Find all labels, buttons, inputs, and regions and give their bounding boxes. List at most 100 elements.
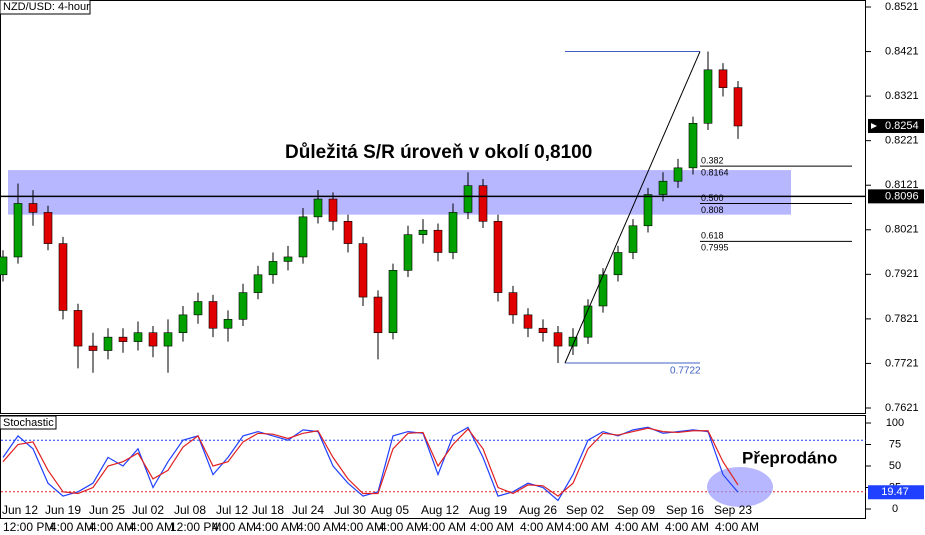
candle-body bbox=[313, 198, 323, 218]
chart-title: NZD/USD: 4-hour bbox=[3, 1, 90, 13]
last-price-box bbox=[868, 118, 924, 133]
candle-body bbox=[463, 185, 473, 213]
fib-price: 0.8164 bbox=[701, 167, 729, 177]
last-price-arrow bbox=[871, 122, 877, 129]
candle-body bbox=[658, 180, 668, 195]
stoch-line bbox=[2, 427, 739, 497]
stoch-value-box bbox=[868, 485, 924, 500]
candle-body bbox=[343, 221, 353, 244]
x-time-label: 4:00 AM bbox=[470, 520, 514, 534]
y-tick-label: 0.7921 bbox=[885, 268, 919, 280]
x-time-label: 12:00 PM bbox=[3, 520, 54, 534]
candle-body bbox=[403, 234, 413, 271]
fib-trend-line bbox=[564, 51, 701, 364]
annotation: Důležitá S/R úroveň v okolí 0,8100 bbox=[285, 142, 592, 163]
y-tick-label: 0.8421 bbox=[885, 45, 919, 57]
last-price-label: 0.8254 bbox=[885, 120, 919, 132]
candle-body bbox=[43, 212, 53, 244]
candle-body bbox=[163, 332, 173, 347]
x-date-label: Sep 16 bbox=[666, 503, 704, 517]
y-tick-label: 0.7821 bbox=[885, 313, 919, 325]
candle-body bbox=[148, 332, 158, 347]
y-tick-label: 0.8121 bbox=[885, 179, 919, 191]
x-time-label: 4:00 AM bbox=[380, 520, 424, 534]
x-date-label: Sep 02 bbox=[566, 503, 604, 517]
stoch-value-label: 19.47 bbox=[881, 486, 909, 498]
stoch-title: Stochastic bbox=[3, 417, 54, 429]
candle-body bbox=[478, 185, 488, 222]
candle-body bbox=[553, 332, 563, 347]
candle-body bbox=[28, 203, 38, 213]
oversold-ellipse bbox=[707, 467, 773, 507]
y-tick-label: 0.8021 bbox=[885, 224, 919, 236]
candle-body bbox=[208, 301, 218, 329]
stoch-tick-label: 75 bbox=[889, 438, 901, 450]
candle-body bbox=[178, 314, 188, 334]
candle-body bbox=[73, 310, 83, 347]
candle-body bbox=[118, 336, 128, 342]
x-date-label: Jun 19 bbox=[45, 503, 81, 517]
x-date-label: Sep 09 bbox=[617, 503, 655, 517]
x-time-label: 4:00 AM bbox=[90, 520, 134, 534]
candle-body bbox=[598, 274, 608, 307]
stoch-panel bbox=[0, 415, 866, 519]
candle-body bbox=[628, 225, 638, 253]
candle-body bbox=[133, 332, 143, 342]
y-tick-label: 0.8221 bbox=[885, 135, 919, 147]
x-time-label: 4:00 AM bbox=[422, 520, 466, 534]
stoch-annotation: Přeprodáno bbox=[742, 448, 837, 467]
x-date-label: Jul 18 bbox=[252, 503, 284, 517]
x-date-label: Sep 23 bbox=[714, 503, 752, 517]
candle-body bbox=[583, 305, 593, 338]
candle-body bbox=[253, 274, 263, 293]
x-date-label: Jun 12 bbox=[2, 503, 38, 517]
x-time-label: 12:00 PM bbox=[170, 520, 221, 534]
price-panel bbox=[0, 0, 866, 414]
x-time-label: 4:00 AM bbox=[665, 520, 709, 534]
candle-body bbox=[193, 301, 203, 316]
fib-ratio: 0.618 bbox=[701, 231, 724, 241]
stoch-title-box bbox=[0, 415, 57, 430]
candle-body bbox=[268, 261, 278, 276]
x-date-label: Jul 12 bbox=[216, 503, 248, 517]
sr-price-label: 0.8096 bbox=[885, 190, 919, 202]
x-time-label: 4:00 AM bbox=[520, 520, 564, 534]
x-date-label: Aug 26 bbox=[519, 503, 557, 517]
x-date-label: Aug 12 bbox=[421, 503, 459, 517]
candle-body bbox=[523, 314, 533, 329]
candle-body bbox=[643, 194, 653, 227]
stoch-tick-label: 50 bbox=[889, 460, 901, 472]
candle-body bbox=[493, 221, 503, 293]
x-time-label: 4:00 AM bbox=[340, 520, 384, 534]
y-tick-label: 0.7721 bbox=[885, 357, 919, 369]
candle-body bbox=[703, 69, 713, 124]
candle-body bbox=[103, 336, 113, 351]
candle-body bbox=[388, 270, 398, 334]
fib-price: 0.7995 bbox=[701, 243, 729, 253]
x-time-label: 4:00 AM bbox=[212, 520, 256, 534]
x-date-label: Jul 02 bbox=[132, 503, 164, 517]
swing-low-label: 0.7722 bbox=[670, 366, 701, 377]
y-tick-label: 0.7621 bbox=[885, 402, 919, 414]
candle-body bbox=[238, 292, 248, 320]
x-date-label: Jul 24 bbox=[292, 503, 324, 517]
x-date-label: Aug 19 bbox=[469, 503, 507, 517]
x-date-label: Jul 08 bbox=[174, 503, 206, 517]
candle-body bbox=[358, 243, 368, 298]
candle-body bbox=[283, 256, 293, 262]
candle-body bbox=[688, 122, 698, 169]
sr-price-box bbox=[868, 189, 924, 204]
fib-ratio: 0.500 bbox=[701, 193, 724, 203]
candle-body bbox=[298, 216, 308, 258]
x-time-label: 4:00 AM bbox=[565, 520, 609, 534]
x-time-label: 4:00 AM bbox=[615, 520, 659, 534]
y-tick-label: 0.8521 bbox=[885, 1, 919, 13]
candle-body bbox=[13, 203, 23, 258]
candle-body bbox=[568, 336, 578, 347]
fib-price: 0.808 bbox=[701, 205, 724, 215]
candle-body bbox=[88, 345, 98, 351]
x-time-label: 4:00 AM bbox=[297, 520, 341, 534]
candle-body bbox=[0, 256, 8, 276]
